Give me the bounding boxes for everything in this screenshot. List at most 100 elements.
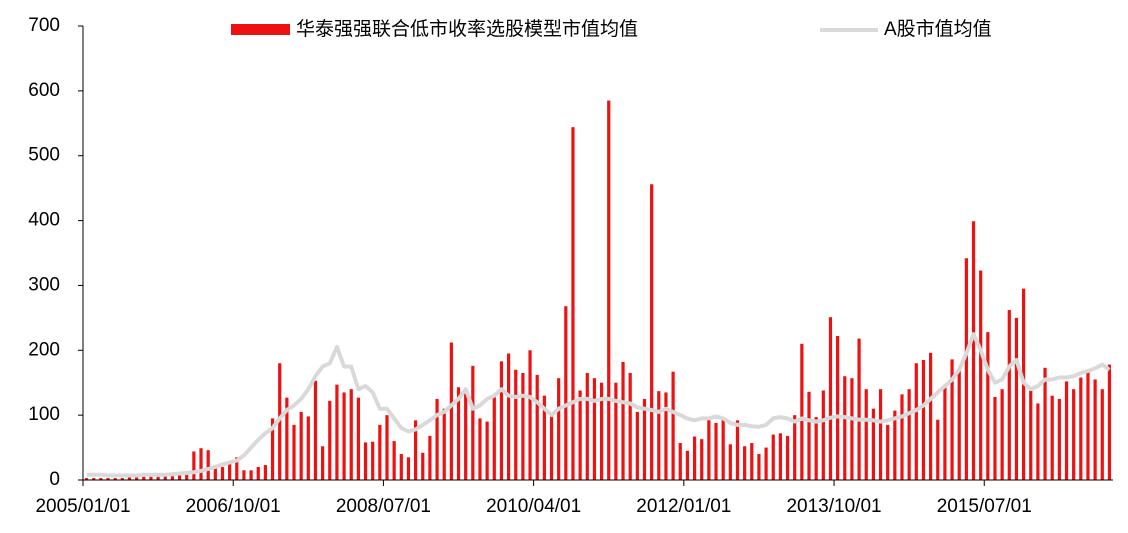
- bar: [721, 418, 725, 480]
- legend-label: 华泰强强联合低市收率选股模型市值均值: [296, 18, 638, 40]
- bar: [757, 454, 761, 480]
- bar: [449, 342, 453, 480]
- bar: [92, 478, 96, 480]
- bar: [993, 396, 997, 480]
- bar: [142, 476, 146, 480]
- bar: [571, 127, 575, 481]
- bar: [1036, 403, 1040, 480]
- bar: [392, 441, 396, 480]
- bar: [893, 410, 897, 480]
- bar: [685, 450, 690, 480]
- bar: [950, 359, 954, 480]
- bar: [1072, 389, 1076, 480]
- bar: [936, 419, 940, 480]
- bar: [714, 422, 718, 480]
- bar: [1007, 310, 1011, 480]
- bar: [650, 184, 654, 480]
- bar: [428, 435, 432, 480]
- bar: [335, 384, 339, 480]
- bar: [270, 418, 275, 480]
- bar: [385, 415, 389, 480]
- x-tick-label: 2008/07/01: [336, 496, 431, 517]
- bar: [485, 421, 489, 480]
- y-tick-label: 300: [28, 274, 60, 295]
- bar: [478, 418, 482, 480]
- bar: [378, 424, 382, 480]
- bar: [707, 419, 711, 480]
- bar: [621, 361, 625, 480]
- bar: [1079, 377, 1083, 480]
- bar: [242, 470, 246, 480]
- bar: [163, 476, 167, 480]
- bar: [235, 457, 239, 480]
- bar: [528, 350, 532, 480]
- x-tick-label: 2010/04/01: [486, 496, 581, 517]
- bar: [764, 447, 768, 480]
- bar: [907, 389, 911, 480]
- bar: [120, 478, 124, 480]
- bar: [785, 435, 790, 480]
- bar: [750, 443, 754, 480]
- y-tick-label: 600: [28, 80, 60, 101]
- bar: [263, 465, 267, 480]
- bar: [929, 352, 933, 480]
- bar: [857, 338, 861, 480]
- bar: [349, 389, 353, 480]
- bar: [664, 392, 668, 480]
- bar: [1043, 367, 1047, 480]
- bar: [914, 363, 918, 480]
- bar: [599, 382, 604, 480]
- bar: [1093, 379, 1097, 480]
- bar: [850, 378, 854, 480]
- bar: [342, 392, 346, 480]
- bar: [957, 369, 961, 480]
- bar: [356, 397, 360, 480]
- bar: [306, 416, 310, 480]
- bar: [435, 398, 439, 480]
- bar: [521, 372, 525, 480]
- bar: [836, 336, 840, 480]
- bar: [557, 378, 561, 480]
- bar: [406, 457, 411, 480]
- bar: [971, 221, 976, 480]
- bar: [442, 408, 446, 480]
- bar: [514, 369, 518, 480]
- line: [86, 332, 1111, 478]
- legend-bar-swatch: [231, 24, 290, 35]
- bar: [964, 258, 968, 480]
- bar: [943, 384, 947, 480]
- bar: [213, 465, 217, 480]
- bar: [843, 376, 847, 480]
- bar: [814, 417, 818, 480]
- bar: [728, 444, 732, 480]
- bar: [456, 387, 461, 480]
- bar: [99, 478, 103, 480]
- bar: [228, 463, 232, 480]
- x-tick-label: 2005/01/01: [35, 496, 130, 517]
- bar: [321, 446, 325, 480]
- bar: [1050, 395, 1054, 480]
- bar: [793, 415, 797, 480]
- bar: [900, 394, 904, 480]
- bar: [878, 389, 883, 480]
- bar: [549, 415, 554, 480]
- bar: [628, 372, 632, 480]
- bar: [635, 411, 639, 480]
- bar: [564, 306, 568, 480]
- bar: [414, 420, 418, 480]
- bar: [1000, 389, 1004, 480]
- bar: [1107, 364, 1112, 480]
- bar: [421, 452, 425, 480]
- bar: [399, 454, 403, 480]
- bar: [692, 436, 697, 480]
- y-tick-label: 100: [28, 404, 60, 425]
- bar: [1100, 389, 1104, 480]
- y-tick-label: 200: [28, 339, 60, 360]
- bar: [821, 390, 825, 480]
- bar: [292, 424, 296, 480]
- bar: [592, 378, 597, 480]
- bar: [185, 474, 189, 480]
- y-tick-label: 500: [28, 145, 60, 166]
- bar: [743, 446, 747, 480]
